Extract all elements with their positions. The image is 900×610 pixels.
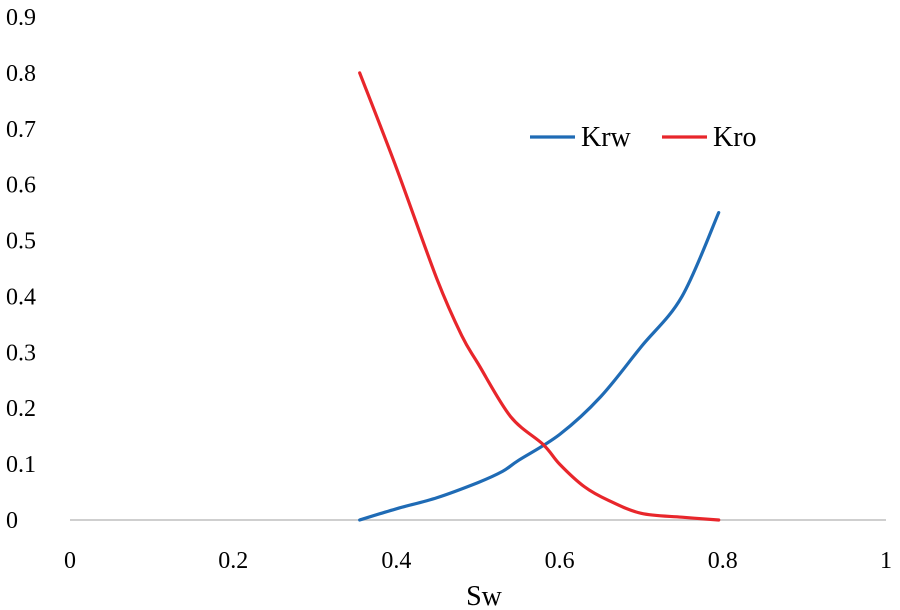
x-tick-label: 0.6: [545, 548, 575, 574]
y-tick-label: 0.5: [6, 229, 36, 255]
series-line-kro: [358, 71, 721, 522]
x-tick-label: 0: [64, 548, 76, 574]
y-tick-label: 0.2: [6, 396, 36, 422]
x-tick-label: 1: [880, 548, 892, 574]
y-tick-label: 0.1: [6, 452, 36, 478]
y-tick-label: 0.6: [6, 173, 36, 199]
x-tick-label: 0.8: [708, 548, 738, 574]
y-tick-label: 0.7: [6, 117, 36, 143]
y-tick-label: 0.3: [6, 340, 36, 366]
y-tick-label: 0.8: [6, 61, 36, 87]
x-axis-title: Sw: [466, 581, 503, 610]
legend: Krw Kro: [530, 122, 757, 153]
legend-label-kro: Kro: [713, 122, 757, 153]
x-tick-label: 0.2: [218, 548, 248, 574]
x-tick-label: 0.4: [381, 548, 411, 574]
series-line-krw: [358, 211, 721, 522]
ticks-layer: 0 0.1 0.2 0.3 0.4 0.5 0.6 0.7 0.8 0.9 0 0.2 0.4 0.6 0.…: [6, 5, 892, 574]
y-tick-label: 0.4: [6, 284, 36, 310]
legend-label-krw: Krw: [581, 122, 632, 153]
y-tick-label: 0: [6, 508, 18, 534]
y-tick-label: 0.9: [6, 5, 36, 31]
series-layer: [358, 71, 721, 522]
